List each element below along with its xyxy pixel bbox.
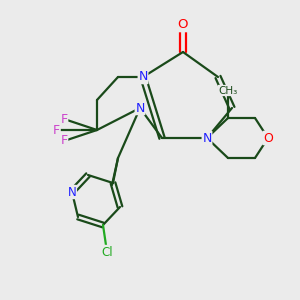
Text: Cl: Cl <box>101 245 113 259</box>
Text: N: N <box>138 70 148 83</box>
Text: N: N <box>135 101 145 115</box>
Text: N: N <box>68 185 76 199</box>
Text: N: N <box>202 131 212 145</box>
Text: CH₃: CH₃ <box>218 85 238 95</box>
Text: O: O <box>178 19 188 32</box>
Text: O: O <box>263 131 273 145</box>
Text: F: F <box>53 124 60 136</box>
Text: F: F <box>60 113 68 126</box>
Text: F: F <box>60 134 68 147</box>
